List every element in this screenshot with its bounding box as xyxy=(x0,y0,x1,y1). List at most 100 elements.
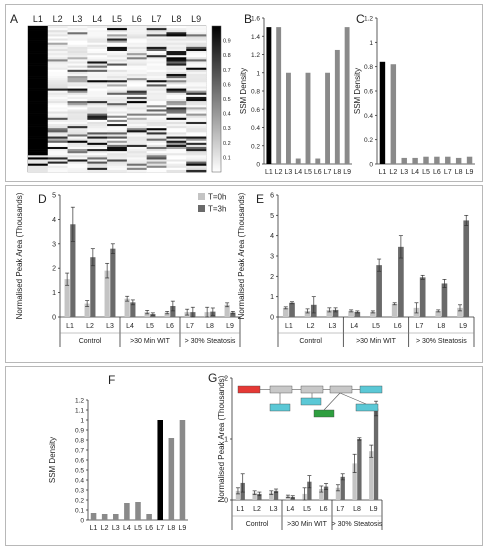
heatmap-cell xyxy=(47,157,68,160)
heatmap-cell xyxy=(47,80,68,83)
heatmap-cell xyxy=(67,57,88,60)
heatmap-cell xyxy=(28,146,49,150)
heatmap-cell xyxy=(107,134,128,137)
heatmap-cell xyxy=(47,105,68,108)
y-tick-label: 0.4 xyxy=(75,478,84,485)
bar-l6-t3 xyxy=(170,306,176,317)
heatmap-cell xyxy=(67,134,88,137)
heatmap-cell xyxy=(146,65,167,69)
y-tick-label: 0.4 xyxy=(364,113,373,120)
heatmap-cell xyxy=(126,46,147,50)
heatmap-cell xyxy=(107,44,128,48)
heatmap-cell xyxy=(186,38,207,41)
heatmap-cell xyxy=(87,32,108,35)
heatmap-column-label: L9 xyxy=(191,14,201,24)
heatmap-cell xyxy=(126,99,147,102)
heatmap-cell xyxy=(28,138,49,142)
heatmap-cell xyxy=(186,90,207,94)
heatmap-cell xyxy=(47,140,68,144)
heatmap-cell xyxy=(28,140,49,144)
legend-label: T=3h xyxy=(208,205,226,214)
bar-l1 xyxy=(90,513,97,520)
heatmap-cell xyxy=(146,113,167,116)
heatmap-cell xyxy=(47,48,68,52)
heatmap-cell xyxy=(28,80,49,83)
heatmap-cell xyxy=(67,113,88,116)
heatmap-cell xyxy=(166,59,187,62)
heatmap-cell xyxy=(47,73,68,77)
heatmap-cell xyxy=(28,44,49,48)
legend-swatch-t0 xyxy=(198,193,205,200)
heatmap-cell xyxy=(126,40,147,43)
bar-l9 xyxy=(344,27,350,164)
bar-l6-t0 xyxy=(391,303,398,317)
heatmap-cell xyxy=(67,103,88,106)
heatmap-cell xyxy=(107,48,128,52)
heatmap-cell xyxy=(67,61,88,64)
heatmap-cell xyxy=(146,61,167,64)
heatmap-cell xyxy=(47,124,68,127)
heatmap-cell xyxy=(67,140,88,144)
heatmap-cell xyxy=(126,34,147,37)
heatmap-cell xyxy=(126,55,147,58)
heatmap-cell xyxy=(87,155,108,158)
heatmap-cell xyxy=(28,159,49,162)
y-tick-label: 4 xyxy=(270,233,274,240)
x-tick-label: L1 xyxy=(285,323,293,330)
heatmap-cell xyxy=(87,28,108,31)
heatmap-cell xyxy=(87,34,108,37)
heatmap-cell xyxy=(107,103,128,106)
heatmap-cell xyxy=(166,69,187,73)
y-tick-label: 0.2 xyxy=(75,498,84,505)
heatmap-cell xyxy=(87,38,108,41)
heatmap-cell xyxy=(67,163,88,167)
heatmap-cell xyxy=(126,26,147,29)
heatmap-cell xyxy=(126,107,147,110)
heatmap-cell xyxy=(146,121,167,125)
heatmap-cell xyxy=(146,115,167,119)
heatmap-cell xyxy=(47,42,68,46)
heatmap-column-label: L5 xyxy=(112,14,122,24)
heatmap-cell xyxy=(107,149,128,152)
heatmap-cell xyxy=(146,44,167,48)
y-tick-label: 0.4 xyxy=(251,125,260,132)
heatmap-cell xyxy=(47,111,68,114)
heatmap-cell xyxy=(186,103,207,106)
heatmap-cell xyxy=(107,63,128,66)
heatmap-cell xyxy=(126,130,147,133)
heatmap-cell xyxy=(126,151,147,154)
heatmap-cell xyxy=(107,124,128,127)
x-tick-label: L7 xyxy=(416,323,424,330)
group-label: >30 Min WIT xyxy=(130,338,171,345)
heatmap-cell xyxy=(28,169,49,173)
bar-l5-t3 xyxy=(376,265,382,317)
heatmap-cell xyxy=(186,76,207,79)
heatmap-cell xyxy=(28,28,49,31)
bar-l5-t3 xyxy=(307,481,312,500)
bar-l2 xyxy=(101,514,108,520)
bar-l7-t0 xyxy=(335,487,341,500)
heatmap-cell xyxy=(67,107,88,110)
heatmap-cell xyxy=(87,46,108,50)
y-tick-label: 0.8 xyxy=(364,64,373,71)
heatmap-cell xyxy=(87,105,108,108)
heatmap-cell xyxy=(28,92,49,96)
heatmap-cell xyxy=(47,40,68,43)
heatmap-cell xyxy=(146,124,167,127)
heatmap-cell xyxy=(186,163,207,167)
bar-l4 xyxy=(412,157,418,164)
y-tick-label: 1.2 xyxy=(75,398,84,405)
bar-l2 xyxy=(276,27,282,164)
heatmap-cell xyxy=(166,55,187,58)
y-axis-title: Normalised Peak Area (Thousands) xyxy=(217,375,226,502)
heatmap-cell xyxy=(47,94,68,98)
heatmap-cell xyxy=(166,48,187,52)
heatmap-cell xyxy=(146,169,167,173)
heatmap-cell xyxy=(87,42,108,46)
heatmap-cell xyxy=(166,130,187,133)
heatmap-cell xyxy=(146,73,167,77)
heatmap-cell xyxy=(87,40,108,43)
heatmap-cell xyxy=(186,101,207,104)
bar-l2-t3 xyxy=(90,257,96,317)
heatmap-cell xyxy=(87,165,108,169)
